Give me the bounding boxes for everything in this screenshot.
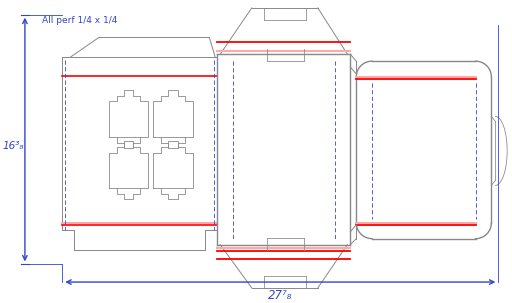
- Text: All perf 1/4 x 1/4: All perf 1/4 x 1/4: [41, 16, 117, 25]
- Text: 27⁷₈: 27⁷₈: [268, 289, 292, 302]
- Text: 16³₈: 16³₈: [3, 141, 24, 151]
